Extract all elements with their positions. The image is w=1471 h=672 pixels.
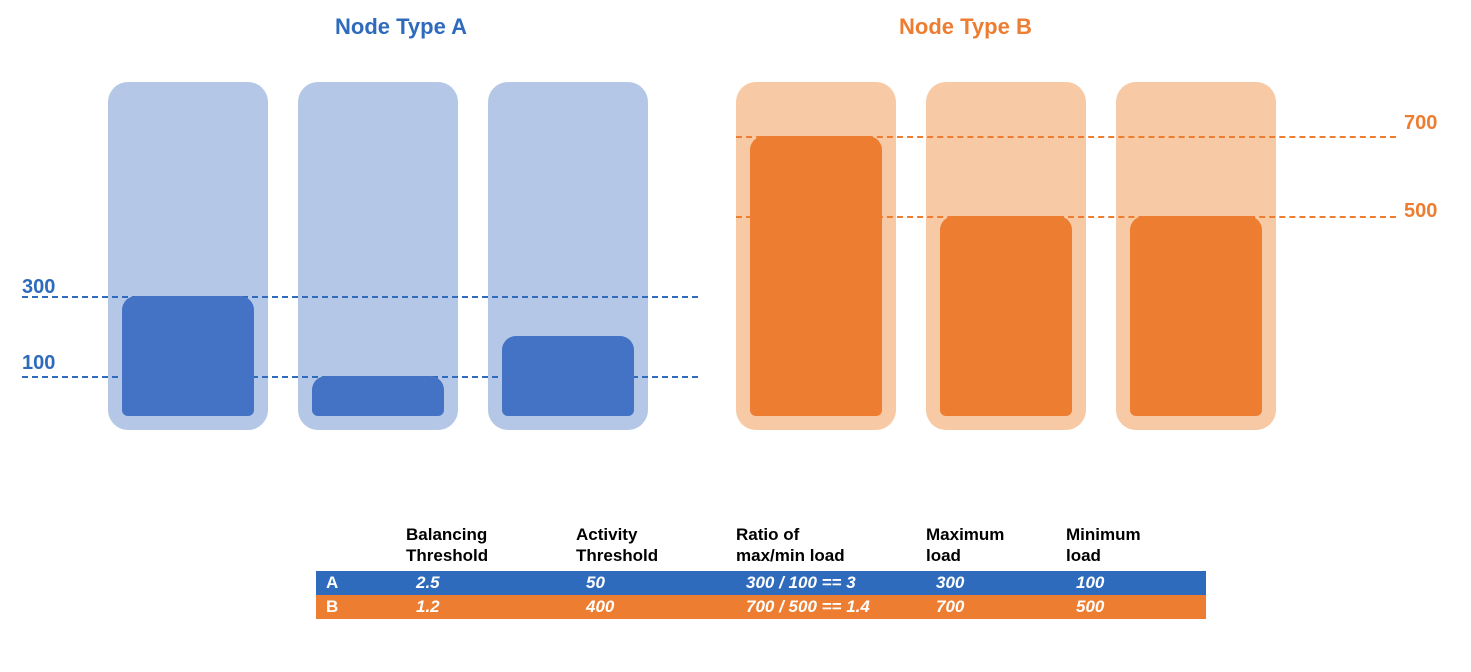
ref-line-a-300 xyxy=(22,296,698,298)
cell-A-4: 100 xyxy=(1066,571,1206,595)
cell-A-0: 2.5 xyxy=(406,571,576,595)
group-title-a: Node Type A xyxy=(335,14,467,40)
cell-A-1: 50 xyxy=(576,571,736,595)
col-header-3: Ratio ofmax/min load xyxy=(736,522,926,571)
cell-B-4: 500 xyxy=(1066,595,1206,619)
row-label-B: B xyxy=(316,595,406,619)
cell-B-3: 700 xyxy=(926,595,1066,619)
ref-label-b-500: 500 xyxy=(1404,200,1437,223)
cell-B-1: 400 xyxy=(576,595,736,619)
col-header-2: ActivityThreshold xyxy=(576,522,736,571)
col-header-0 xyxy=(316,522,406,571)
cell-A-3: 300 xyxy=(926,571,1066,595)
cell-B-0: 1.2 xyxy=(406,595,576,619)
table-row-B: B1.2400700 / 500 == 1.4700500 xyxy=(316,595,1206,619)
bar-fill-a-1 xyxy=(312,376,444,416)
cell-A-2: 300 / 100 == 3 xyxy=(736,571,926,595)
bar-fill-a-0 xyxy=(122,296,254,416)
bar-fill-b-0 xyxy=(750,136,882,416)
summary-table: BalancingThresholdActivityThresholdRatio… xyxy=(316,522,1206,619)
bar-fill-a-2 xyxy=(502,336,634,416)
ref-label-a-300: 300 xyxy=(22,276,55,299)
row-label-A: A xyxy=(316,571,406,595)
col-header-1: BalancingThreshold xyxy=(406,522,576,571)
ref-label-a-100: 100 xyxy=(22,352,55,375)
bar-fill-b-1 xyxy=(940,216,1072,416)
group-title-b: Node Type B xyxy=(899,14,1032,40)
cell-B-2: 700 / 500 == 1.4 xyxy=(736,595,926,619)
table-row-A: A2.550300 / 100 == 3300100 xyxy=(316,571,1206,595)
bar-fill-b-2 xyxy=(1130,216,1262,416)
ref-label-b-700: 700 xyxy=(1404,112,1437,135)
col-header-5: Minimumload xyxy=(1066,522,1206,571)
col-header-4: Maximumload xyxy=(926,522,1066,571)
